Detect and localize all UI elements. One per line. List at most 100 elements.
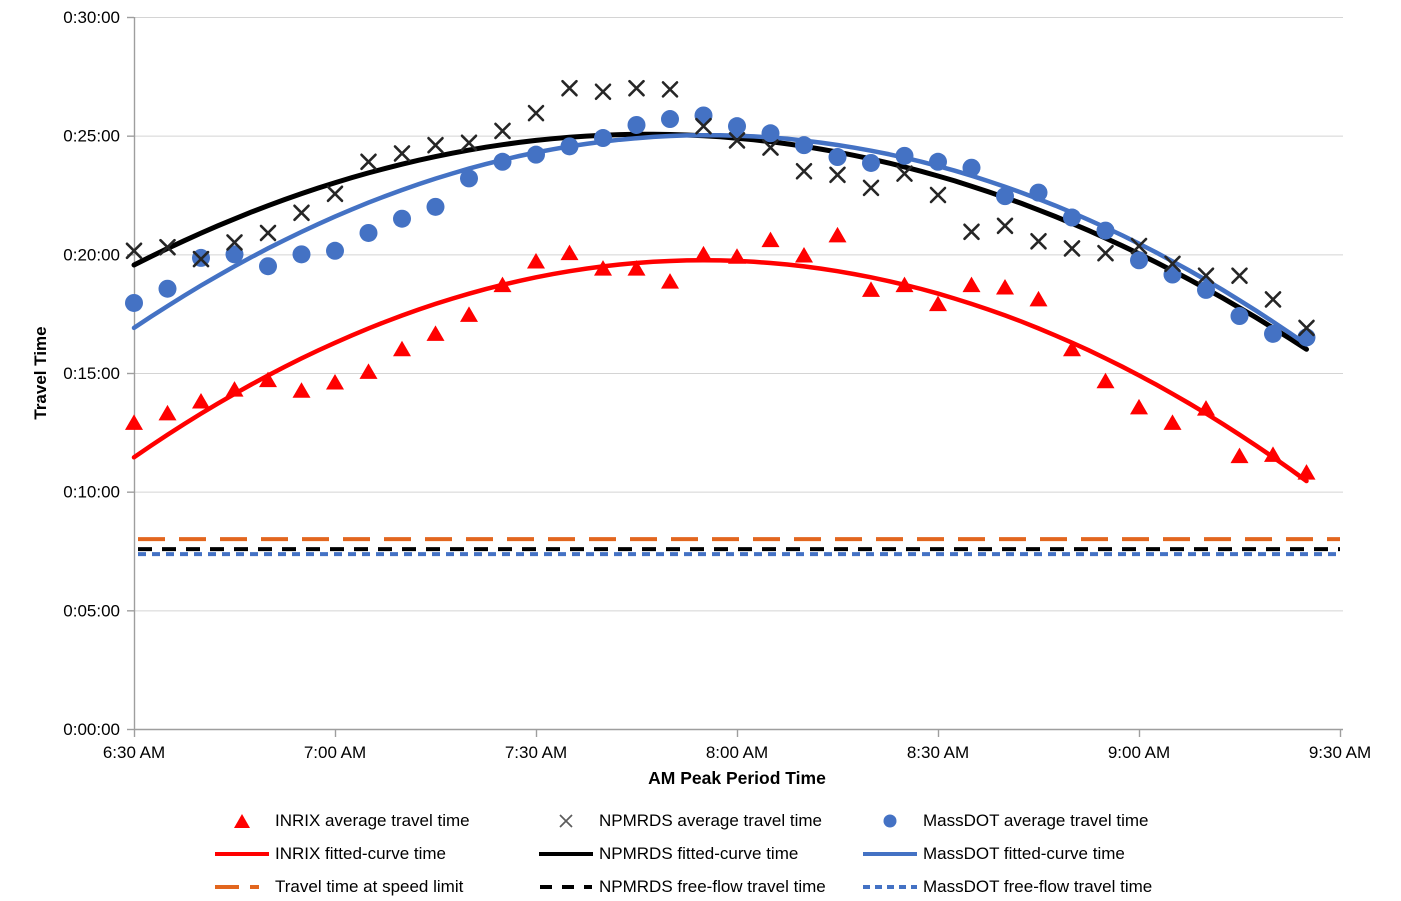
data-point <box>1264 324 1282 343</box>
data-point <box>1164 255 1181 273</box>
data-point <box>292 382 311 398</box>
data-point <box>527 252 545 269</box>
data-point <box>1297 328 1316 347</box>
data-point <box>594 129 612 148</box>
data-point <box>594 83 612 101</box>
legend-label: MassDOT average travel time <box>923 811 1149 830</box>
legend-label: MassDOT fitted-curve time <box>923 844 1125 863</box>
data-point <box>527 145 545 164</box>
data-point <box>694 106 713 125</box>
series-massdot-fitted-curve-time <box>131 132 1309 347</box>
data-point <box>1230 307 1249 326</box>
data-point <box>192 250 210 268</box>
data-point <box>427 136 444 154</box>
x-tick-label: 9:30 AM <box>1309 743 1371 762</box>
data-point <box>828 148 847 167</box>
data-point <box>1197 280 1215 299</box>
data-point <box>494 122 511 140</box>
legend-label: NPMRDS average travel time <box>599 811 822 830</box>
data-point <box>1163 265 1182 284</box>
data-point <box>1063 240 1081 257</box>
data-point <box>929 295 947 312</box>
legend-item-speed-limit: Travel time at speed limit <box>214 874 463 900</box>
legend-label: NPMRDS free-flow travel time <box>599 877 826 896</box>
data-point <box>862 281 880 297</box>
x-tick-label: 7:30 AM <box>505 743 567 762</box>
data-point <box>226 234 243 251</box>
data-point <box>259 371 277 388</box>
data-point <box>761 231 780 248</box>
data-point <box>795 136 813 155</box>
data-point <box>125 293 143 312</box>
solid-line-icon <box>862 850 918 858</box>
legend-item-massdot-freeflow: MassDOT free-flow travel time <box>862 874 1152 900</box>
data-point <box>795 162 813 180</box>
circle-marker-icon <box>862 813 918 829</box>
data-point <box>594 260 612 276</box>
x-tick-label: 7:00 AM <box>304 743 366 762</box>
data-point <box>426 197 445 216</box>
data-point <box>460 169 478 188</box>
legend-label: INRIX average travel time <box>275 811 470 830</box>
data-point <box>225 245 244 264</box>
data-point <box>1197 267 1215 284</box>
data-point <box>661 81 679 98</box>
legend-label: INRIX fitted-curve time <box>275 844 446 863</box>
data-point <box>493 152 512 171</box>
data-point <box>1297 464 1316 480</box>
legend-item-massdot-average: MassDOT average travel time <box>862 808 1148 834</box>
data-point <box>1063 340 1081 357</box>
data-point <box>1230 447 1249 464</box>
x-tick-label: 8:00 AM <box>706 743 768 762</box>
triangle-marker-icon <box>214 813 270 829</box>
data-point <box>293 204 310 222</box>
data-point <box>728 132 746 149</box>
data-point <box>728 248 746 264</box>
data-point <box>1130 237 1148 255</box>
y-tick-label: 0:10:00 <box>63 483 120 502</box>
legend-label: MassDOT free-flow travel time <box>923 877 1153 896</box>
data-point <box>996 187 1014 206</box>
data-point <box>460 134 478 152</box>
data-point <box>728 117 746 136</box>
x-marker-icon <box>538 812 594 830</box>
legend-item-npmrds-fitted: NPMRDS fitted-curve time <box>538 841 798 867</box>
data-point <box>159 238 176 256</box>
data-point <box>895 146 914 165</box>
data-point <box>1264 446 1282 462</box>
data-point <box>963 223 980 241</box>
axes <box>127 16 1343 737</box>
data-point <box>996 217 1014 235</box>
data-point <box>628 79 645 97</box>
y-axis-title: Travel Time <box>31 326 50 420</box>
data-point <box>1030 232 1047 250</box>
data-point <box>561 79 578 97</box>
data-point <box>527 104 545 122</box>
data-point <box>1130 398 1148 415</box>
series-inrix-average-travel-time <box>125 226 1316 480</box>
short-dash-line-icon <box>862 883 918 891</box>
data-point <box>761 124 780 143</box>
data-point <box>393 340 411 357</box>
long-dash-line-icon <box>214 883 270 891</box>
data-point <box>326 241 344 260</box>
data-point <box>1097 244 1114 262</box>
series-massdot-average-travel-time <box>125 106 1316 347</box>
data-point <box>225 381 244 397</box>
data-point <box>695 117 712 135</box>
data-point <box>1096 221 1115 240</box>
data-point <box>426 325 445 341</box>
data-point <box>795 247 813 263</box>
series-inrix-fitted-curve-time <box>131 258 1309 484</box>
data-point <box>158 404 177 421</box>
data-point <box>1130 251 1148 270</box>
data-point <box>292 245 311 264</box>
y-tick-label: 0:30:00 <box>63 8 120 27</box>
data-point <box>996 279 1014 295</box>
dash-line-icon <box>538 883 594 891</box>
data-point <box>1264 291 1282 308</box>
plot-area: 0:00:00 0:05:00 0:10:00 0:15:00 0:20:00 0:25:… <box>63 8 1371 762</box>
data-point <box>1096 372 1115 389</box>
data-point <box>393 145 411 162</box>
y-tick-label: 0:00:00 <box>63 720 120 739</box>
